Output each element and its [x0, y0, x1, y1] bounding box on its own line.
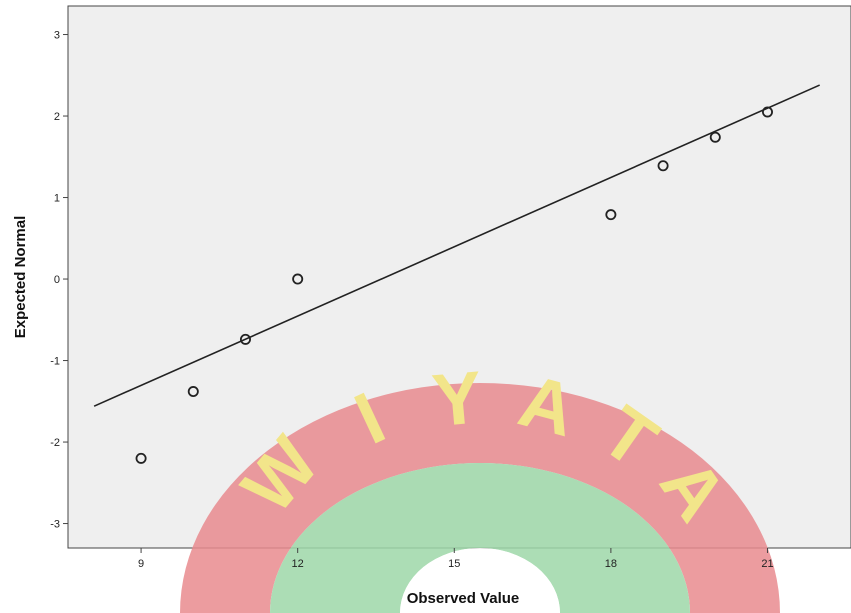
x-tick-label: 12: [292, 558, 304, 570]
watermark-letter: Y: [429, 355, 485, 442]
watermark: WI Y A TA: [180, 355, 780, 613]
reference-line: [93, 84, 821, 407]
data-point: [135, 452, 147, 464]
data-point: [605, 209, 617, 221]
x-tick-label: 18: [605, 558, 617, 570]
y-tick-label: 3: [54, 30, 60, 42]
x-tick-label: 15: [448, 558, 460, 570]
y-axis: -3 -2 -1 0 1 2 3: [50, 30, 68, 531]
data-point: [187, 386, 199, 398]
data-point: [292, 273, 304, 285]
y-tick-label: 2: [54, 111, 60, 123]
x-axis-title: Observed Value: [407, 590, 520, 607]
y-tick-label: 1: [54, 193, 60, 205]
data-points: [135, 106, 773, 464]
y-tick-label: -1: [50, 356, 60, 368]
data-point: [239, 333, 251, 345]
data-point: [709, 131, 721, 143]
x-tick-label: 9: [138, 558, 144, 570]
y-tick-label: 0: [54, 274, 60, 286]
watermark-red-arc: [180, 383, 780, 613]
data-point: [657, 160, 669, 172]
x-axis: 9 12 15 18 21: [138, 548, 774, 570]
data-point: [761, 106, 773, 118]
y-axis-title: Expected Normal: [12, 216, 29, 339]
x-tick-label: 21: [761, 558, 773, 570]
y-tick-label: -2: [50, 437, 60, 449]
watermark-green-arc: [270, 463, 690, 613]
y-tick-label: -3: [50, 519, 60, 531]
watermark-white-center: [400, 548, 560, 613]
